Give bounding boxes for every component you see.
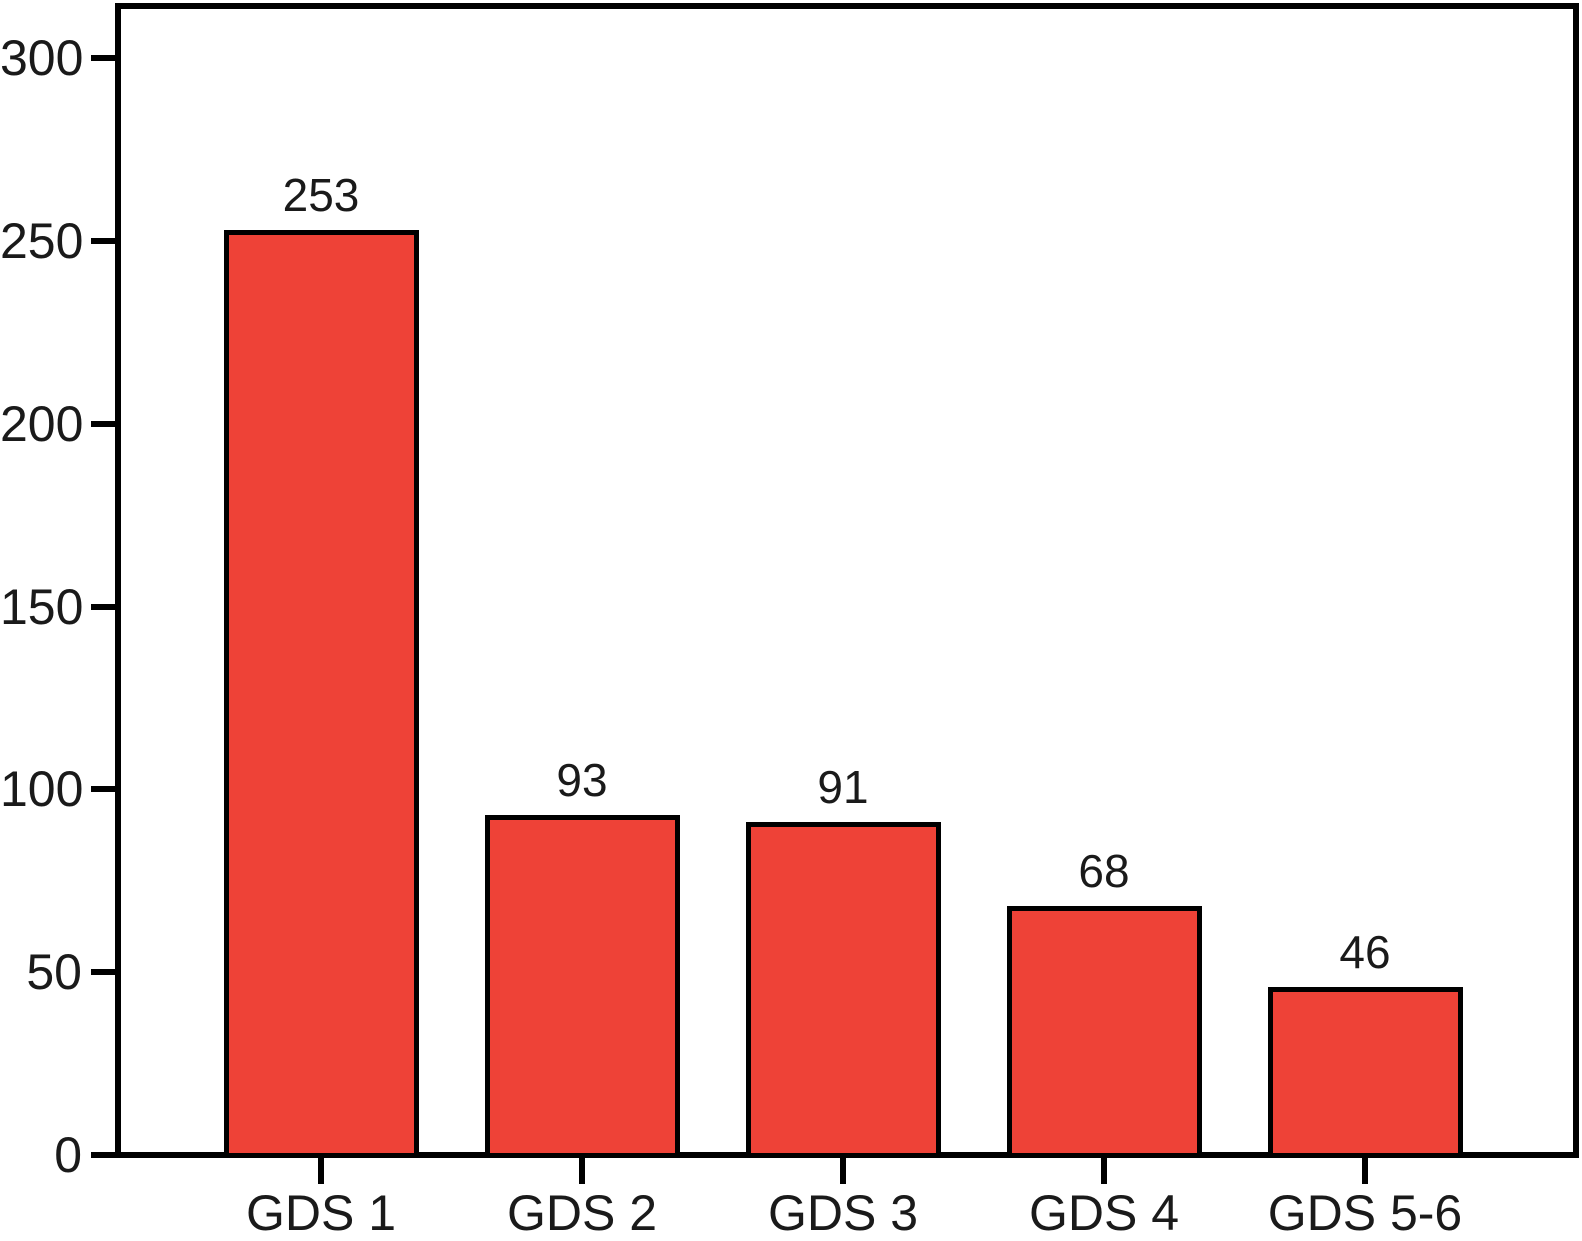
y-tick-label: 100 — [0, 761, 84, 818]
bar-value-label: 93 — [556, 753, 608, 806]
x-tick-mark — [1101, 1158, 1107, 1184]
bar-value-label: 46 — [1339, 925, 1391, 978]
y-tick-label: 0 — [54, 1127, 82, 1183]
bar — [223, 229, 419, 1158]
x-tick-mark — [840, 1158, 846, 1184]
x-category-label: GDS 2 — [506, 1185, 658, 1241]
bar — [484, 814, 680, 1158]
x-tick-mark — [318, 1158, 324, 1184]
bar — [1006, 906, 1202, 1158]
y-tick-label: 300 — [0, 30, 84, 86]
y-tick-label: 200 — [0, 395, 84, 452]
y-tick-mark — [91, 237, 115, 244]
bar — [745, 822, 941, 1158]
y-tick-label: 50 — [26, 944, 82, 1001]
x-tick-mark — [1362, 1158, 1368, 1184]
y-tick-label: 250 — [0, 212, 84, 269]
bar — [1267, 986, 1463, 1158]
y-tick-mark — [91, 1152, 115, 1158]
x-category-label: GDS 4 — [1028, 1185, 1180, 1241]
y-tick-mark — [91, 55, 115, 61]
y-tick-mark — [91, 969, 115, 976]
x-category-label: GDS 5-6 — [1267, 1185, 1463, 1241]
x-tick-mark — [579, 1158, 585, 1184]
x-category-label: GDS 3 — [767, 1185, 919, 1241]
y-tick-mark — [91, 420, 115, 427]
y-tick-mark — [91, 603, 115, 610]
y-tick-label: 150 — [0, 578, 84, 635]
bar-value-label: 253 — [282, 168, 360, 221]
bar-value-label: 68 — [1078, 845, 1130, 898]
y-tick-mark — [91, 786, 115, 793]
x-category-label: GDS 1 — [245, 1185, 397, 1241]
bar-value-label: 91 — [817, 761, 869, 814]
